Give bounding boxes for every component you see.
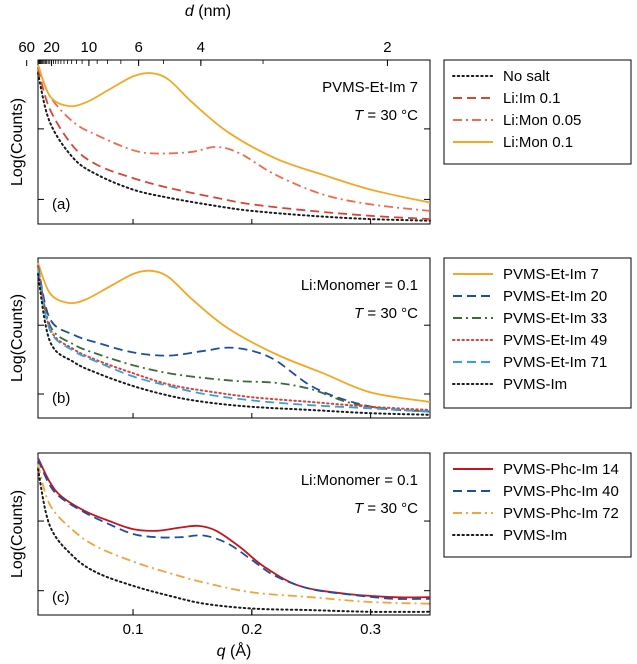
- x-axis: 0.1 0.2 0.3: [123, 609, 381, 638]
- series-line-4: [37, 265, 431, 411]
- ylabel-c: Log(Counts): [9, 490, 26, 578]
- legend-b-box: [443, 257, 632, 409]
- legend-label: No salt: [503, 68, 551, 85]
- series-line-3: [37, 64, 431, 212]
- top-tick-label: 20: [43, 39, 60, 56]
- series-line-3: [37, 464, 431, 605]
- annotation-c-line2: T = 30 °C: [354, 500, 418, 517]
- annotation-a-line2: T = 30 °C: [354, 107, 418, 124]
- annotation-a-line1: PVMS-Et-Im 7: [322, 79, 418, 96]
- legend-c-box: [443, 452, 632, 558]
- series-line-1: [37, 262, 431, 403]
- legend-label: Li:Mon 0.05: [503, 112, 581, 129]
- top-tick-label: 10: [81, 39, 98, 56]
- series-line-4: [37, 64, 431, 204]
- legend-a-box: [443, 59, 632, 165]
- top-tick-label: 4: [197, 39, 205, 56]
- top-tick-label: 2: [383, 39, 391, 56]
- series-line-1: [37, 72, 431, 222]
- x-tick-label: 0.2: [241, 621, 262, 638]
- panel-c-frame: [37, 452, 431, 616]
- panel-a-frame: [37, 59, 431, 225]
- panel-label-a: (a): [52, 196, 70, 213]
- top-axis: d (nm) 60 20 10 6 4 2: [18, 3, 392, 66]
- top-tick-label: 60: [18, 39, 35, 56]
- top-tick-label: 6: [134, 39, 142, 56]
- series-line-2: [37, 265, 431, 413]
- panel-a: [37, 64, 431, 224]
- panel-label-c: (c): [52, 589, 70, 606]
- top-axis-label: d (nm): [185, 3, 231, 20]
- ylabel-a: Log(Counts): [9, 98, 26, 186]
- panel-label-b: (b): [52, 390, 70, 407]
- annotation-b-line2: T = 30 °C: [354, 305, 418, 322]
- legend-label: PVMS-Et-Im 33: [503, 310, 607, 327]
- annotation-c-line1: Li:Monomer = 0.1: [301, 472, 418, 489]
- legend-label: PVMS-Et-Im 71: [503, 354, 607, 371]
- series-line-6: [37, 273, 431, 416]
- x-tick-label: 0.3: [360, 621, 381, 638]
- legend-label: PVMS-Phc-Im 72: [503, 505, 619, 522]
- legend-label: PVMS-Et-Im 49: [503, 332, 607, 349]
- x-tick-label: 0.1: [123, 621, 144, 638]
- panel-b: [37, 262, 431, 418]
- series-line-2: [37, 459, 431, 600]
- legend-label: Li:Im 0.1: [503, 90, 561, 107]
- ylabel-b: Log(Counts): [9, 294, 26, 382]
- series-line-5: [37, 269, 431, 413]
- legend-label: PVMS-Phc-Im 14: [503, 461, 619, 478]
- legend-label: PVMS-Phc-Im 40: [503, 483, 619, 500]
- panel-c: [37, 457, 431, 615]
- legend-label: Li:Mon 0.1: [503, 134, 573, 151]
- x-axis-label: q (Å): [217, 641, 252, 660]
- legend-label: PVMS-Im: [503, 376, 567, 393]
- legend-label: PVMS-Im: [503, 527, 567, 544]
- legend-label: PVMS-Et-Im 7: [503, 266, 599, 283]
- annotation-b-line1: Li:Monomer = 0.1: [301, 277, 418, 294]
- series-line-2: [37, 67, 431, 220]
- legend-label: PVMS-Et-Im 20: [503, 288, 607, 305]
- series-line-4: [37, 468, 431, 613]
- panel-b-frame: [37, 257, 431, 419]
